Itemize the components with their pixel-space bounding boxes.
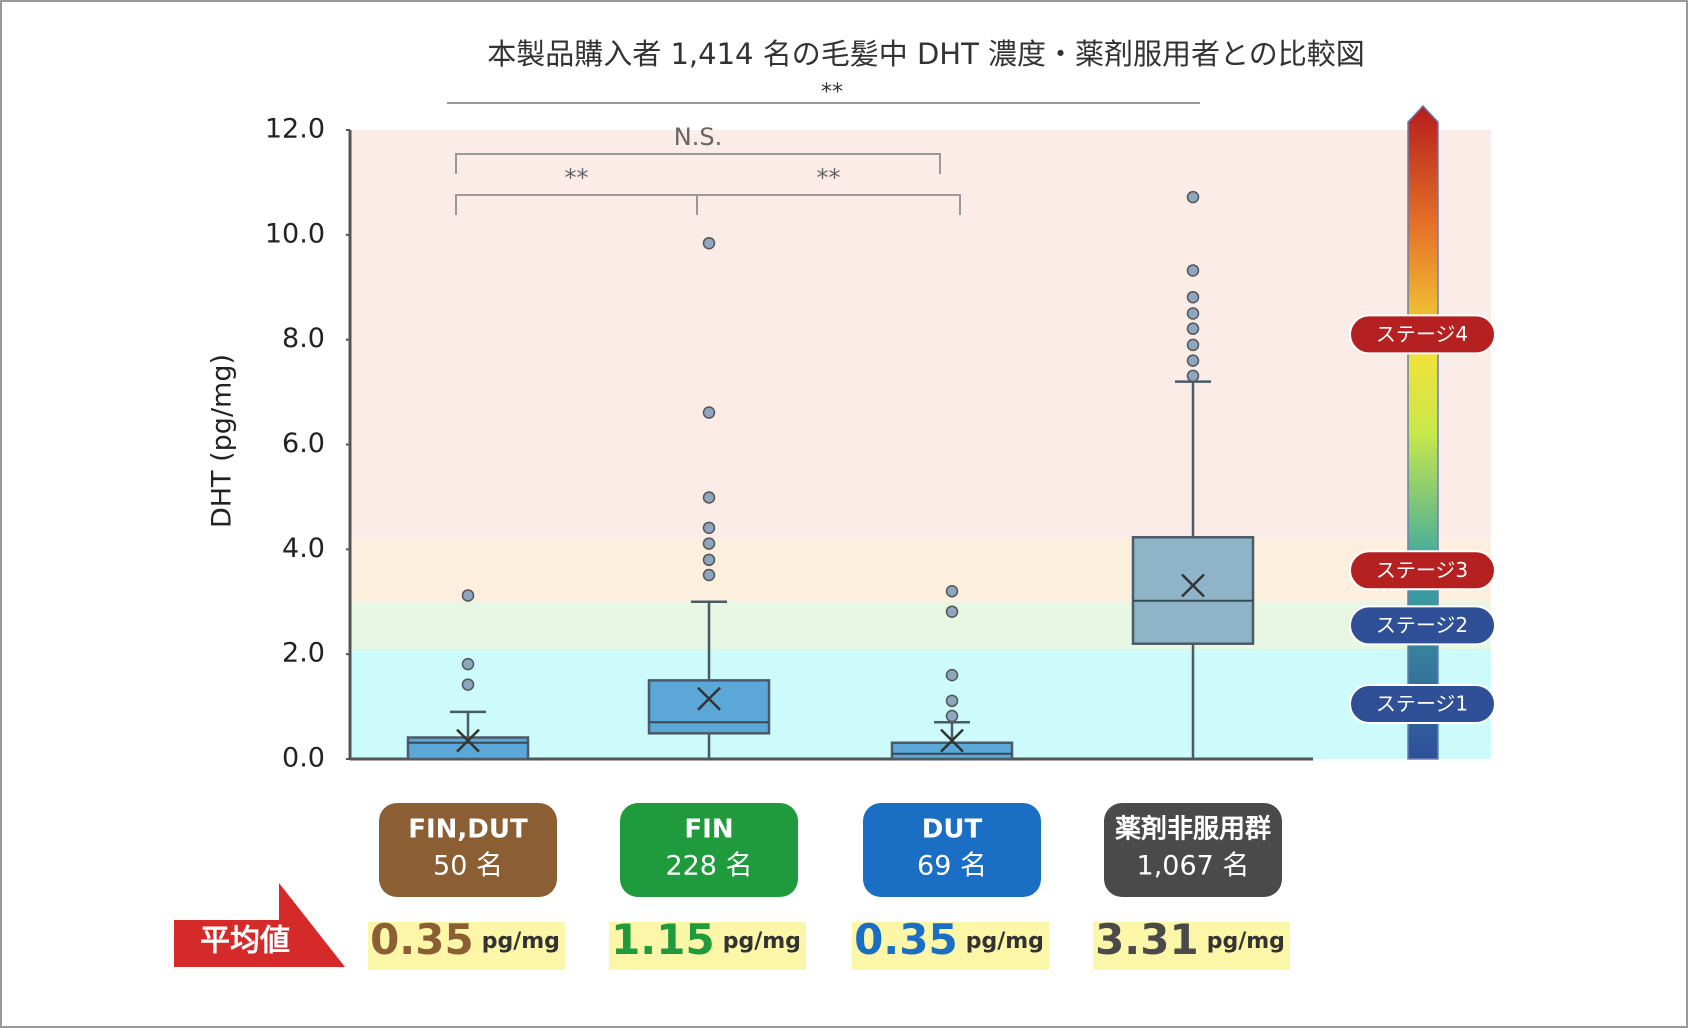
- mean-marker: [456, 728, 480, 753]
- significance-label: N.S.: [674, 123, 722, 151]
- y-axis-label: DHT (pg/mg): [207, 354, 238, 528]
- outlier: [945, 694, 959, 708]
- outlier: [702, 521, 716, 535]
- group-count: 50 名: [433, 851, 503, 882]
- outlier: [1186, 264, 1200, 277]
- stage-pill: [1349, 605, 1496, 646]
- mean-value: 0.35: [854, 915, 958, 964]
- outlier: [1186, 290, 1200, 304]
- group-name: FIN,DUT: [408, 815, 528, 845]
- group-card: [379, 803, 557, 897]
- outlier: [945, 585, 959, 598]
- mean-highlight: [368, 922, 565, 970]
- outlier: [1186, 338, 1200, 352]
- outlier: [1186, 307, 1200, 320]
- outlier: [461, 657, 475, 671]
- y-tick-label: 6.0: [282, 428, 325, 459]
- mean-value: 3.31: [1095, 915, 1199, 964]
- stage-pill: [1349, 314, 1496, 355]
- group-card: [1104, 803, 1282, 897]
- stage-label: ステージ1: [1376, 691, 1468, 715]
- outlier: [702, 236, 716, 250]
- mean-highlight: [609, 922, 806, 970]
- significance-label: **: [821, 80, 843, 105]
- mean-marker: [940, 728, 964, 753]
- y-tick-label: 8.0: [282, 323, 325, 354]
- group-count: 228 名: [665, 851, 752, 882]
- stage-gauge: [1407, 104, 1439, 760]
- mean-value: 1.15: [611, 915, 715, 964]
- mean-label: 平均値: [200, 924, 290, 959]
- mean-unit: pg/mg: [482, 929, 560, 954]
- outlier: [461, 678, 475, 691]
- outlier: [945, 709, 959, 723]
- mean-unit: pg/mg: [966, 929, 1044, 954]
- box: [647, 679, 771, 735]
- mean-value: 0.35: [370, 915, 474, 964]
- group-card: [620, 803, 798, 897]
- group-name: DUT: [922, 815, 983, 845]
- significance-bracket: [455, 153, 941, 174]
- outlier: [945, 605, 959, 618]
- y-tick-label: 12.0: [265, 114, 325, 145]
- zone: [350, 130, 1491, 539]
- outlier: [1186, 354, 1200, 367]
- outlier: [702, 406, 716, 419]
- plot: 0.0 2.0 4.0 6.0 8.0 10.0 12.0: [265, 114, 1313, 774]
- stage-pill: [1349, 550, 1496, 591]
- stage-label: ステージ2: [1376, 613, 1468, 637]
- mean-highlight: [1093, 922, 1290, 970]
- group-card: [863, 803, 1041, 897]
- y-tick-label: 4.0: [282, 533, 325, 564]
- mean-arrow: [174, 883, 345, 967]
- zone: [350, 601, 1491, 649]
- significance-bracket: [696, 194, 961, 215]
- significance-label: **: [817, 164, 841, 192]
- mean-highlight: [852, 922, 1049, 970]
- outlier: [702, 568, 716, 582]
- mean-text: 0.35 pg/mg: [854, 915, 1044, 964]
- group-count: 69 名: [917, 851, 987, 882]
- mean-unit: pg/mg: [723, 929, 801, 954]
- bands: [350, 130, 1491, 759]
- y-tick-label: 0.0: [282, 743, 325, 774]
- group-name: 薬剤非服用群: [1115, 814, 1271, 845]
- outlier: [1186, 369, 1200, 383]
- mean-text: 3.31 pg/mg: [1095, 915, 1285, 964]
- y-tick-label: 2.0: [282, 638, 325, 669]
- outlier: [1186, 322, 1200, 335]
- stage-label: ステージ3: [1376, 558, 1468, 582]
- stage-label: ステージ4: [1376, 322, 1468, 346]
- group-name: FIN: [684, 815, 733, 845]
- zone: [350, 538, 1491, 602]
- outlier: [945, 668, 959, 682]
- outlier: [461, 589, 475, 602]
- mean-marker: [697, 686, 721, 711]
- mean-text: 1.15 pg/mg: [611, 915, 801, 964]
- outlier: [1186, 190, 1200, 204]
- mean-marker: [1181, 573, 1205, 598]
- box: [890, 741, 1014, 761]
- mean-text: 0.35 pg/mg: [370, 915, 560, 964]
- zone: [350, 648, 1491, 759]
- mean-unit: pg/mg: [1207, 929, 1285, 954]
- outlier: [702, 491, 716, 504]
- group-count: 1,067 名: [1137, 851, 1250, 882]
- outlier: [702, 537, 716, 550]
- y-tick-label: 10.0: [265, 218, 325, 249]
- chart-title: 本製品購入者 1,414 名の毛髪中 DHT 濃度・薬剤服用者との比較図: [487, 37, 1364, 71]
- stage-pill: [1349, 683, 1496, 724]
- outlier: [702, 553, 716, 567]
- box: [1131, 536, 1255, 645]
- significance-label: **: [565, 164, 589, 192]
